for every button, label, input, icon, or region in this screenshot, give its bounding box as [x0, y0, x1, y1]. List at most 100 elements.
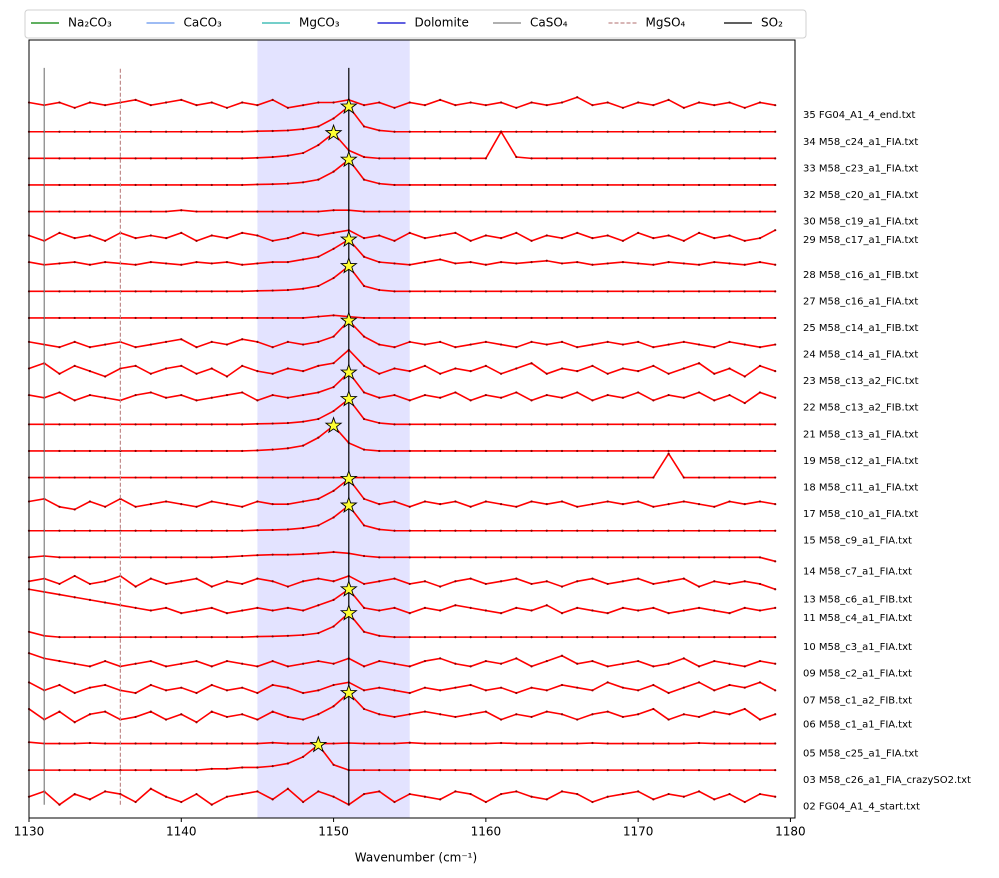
spectrum-point: [499, 636, 503, 639]
spectrum-point: [134, 769, 137, 772]
spectrum-point: [530, 795, 533, 798]
spectrum-point: [73, 423, 76, 426]
spectrum-point: [73, 691, 76, 695]
spectrum-point: [774, 343, 777, 346]
spectrum-point: [225, 612, 229, 615]
spectrum-point: [164, 582, 168, 586]
spectrum-point: [149, 787, 152, 790]
spectrum-point: [697, 790, 701, 793]
spectrum-point: [652, 556, 655, 559]
spectrum-point: [439, 769, 442, 772]
peak-star: [339, 683, 358, 701]
spectrum-point: [225, 375, 229, 378]
spectrum-point: [621, 503, 625, 506]
spectrum-point: [256, 742, 259, 745]
spectrum-point: [667, 529, 670, 532]
spectrum-point: [697, 343, 701, 346]
spectrum-point: [439, 130, 442, 133]
spectrum-point: [393, 130, 396, 133]
spectrum-point: [728, 792, 731, 796]
spectrum-point: [454, 769, 457, 772]
legend-box: [24, 9, 807, 39]
spectrum-point: [195, 157, 198, 160]
spectrum-point: [378, 476, 381, 479]
spectrum-point: [88, 346, 92, 349]
spectrum-point: [576, 260, 579, 264]
spectrum-point: [515, 606, 518, 609]
spectrum-point: [697, 290, 701, 293]
spectrum-point: [134, 636, 137, 639]
spectrum-point: [774, 662, 777, 665]
spectrum-point: [560, 556, 564, 559]
spectrum-point: [576, 742, 579, 745]
spectrum-point: [697, 391, 701, 394]
spectrum-point: [73, 237, 76, 240]
spectrum-point: [271, 393, 274, 397]
spectrum-point: [469, 606, 472, 609]
spectrum-point: [484, 529, 487, 532]
spectrum-point: [545, 316, 548, 320]
spectrum-point: [256, 370, 259, 373]
series-label: 24 M58_c14_a1_FIA.txt: [803, 350, 918, 361]
spectrum-point: [652, 636, 655, 639]
spectrum-point: [164, 367, 168, 370]
spectrum-point: [180, 742, 183, 745]
spectrum-point: [256, 554, 259, 557]
spectrum-point: [195, 721, 198, 724]
spectrum-point: [774, 157, 777, 160]
spectrum-point: [210, 423, 213, 426]
spectrum-point: [713, 449, 716, 453]
spectrum-point: [317, 315, 320, 318]
spectrum-line: [29, 264, 776, 293]
spectrum-point: [743, 316, 746, 320]
spectrum-point: [758, 423, 762, 426]
spectrum-point: [606, 157, 609, 160]
spectrum-point: [393, 449, 396, 453]
spectrum-point: [378, 686, 381, 689]
spectrum-point: [195, 346, 198, 349]
spectrum-point: [469, 316, 472, 320]
spectrum-point: [104, 239, 107, 242]
spectrum-point: [499, 316, 503, 320]
spectrum-line: [28, 612, 776, 638]
spectrum-point: [743, 476, 746, 479]
spectrum-point: [774, 795, 777, 798]
spectrum-point: [652, 237, 655, 240]
spectrum-point: [302, 742, 305, 745]
spectrum-point: [286, 237, 289, 240]
spectrum-point: [743, 210, 746, 213]
series-label: 29 M58_c17_a1_FIA.txt: [803, 235, 918, 246]
spectrum-point: [73, 769, 76, 772]
series-label: 05 M58_c25_a1_FIA.txt: [803, 749, 918, 760]
spectrum-point: [743, 375, 746, 378]
spectrum-line: [29, 504, 776, 532]
spectrum-point: [637, 636, 640, 639]
spectrum-point: [469, 290, 472, 293]
spectrum-point: [302, 181, 305, 184]
spectrum-point: [256, 606, 259, 609]
spectrum-point: [104, 210, 107, 213]
spectrum-point: [606, 183, 609, 187]
spectrum-point: [545, 476, 548, 479]
spectrum-point: [302, 104, 305, 107]
spectrum-point: [637, 423, 640, 426]
x-tick-label: 1180: [775, 825, 806, 839]
spectrum-point: [180, 183, 183, 187]
spectrum-point: [195, 609, 198, 612]
spectrum-point: [286, 396, 289, 399]
spectrum-point: [104, 104, 107, 107]
spectrum-point: [378, 288, 381, 292]
spectrum-point: [439, 689, 442, 692]
spectrum-point: [302, 476, 305, 479]
spectrum-point: [134, 529, 137, 532]
spectrum-point: [149, 659, 152, 663]
spectrum-point: [728, 612, 731, 615]
spectrum-point: [73, 157, 76, 160]
spectrum-point: [591, 636, 594, 639]
spectrum-point: [774, 290, 777, 293]
spectrum-point: [225, 237, 229, 240]
spectrum-point: [271, 609, 274, 612]
spectrum-point: [637, 449, 640, 453]
spectrum-point: [241, 316, 244, 320]
spectrum-point: [576, 130, 579, 133]
